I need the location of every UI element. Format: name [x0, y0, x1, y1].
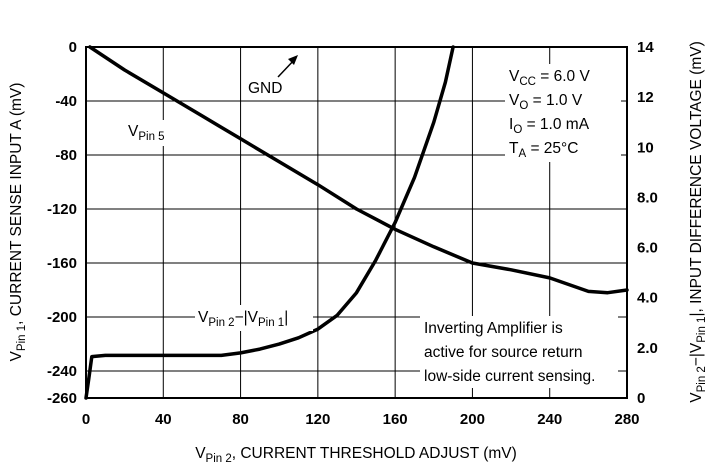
plot-frame [85, 46, 628, 399]
series-label-difference: VPin 2−|VPin 1| [198, 309, 288, 329]
series-label-vpin5: VPin 5 [128, 123, 165, 143]
condition-vo: VO = 1.0 V [509, 92, 583, 112]
condition-ta: TA = 25°C [509, 140, 578, 160]
note-line: Inverting Amplifier is [424, 320, 563, 337]
y-right-tick-label: 4.0 [637, 290, 658, 307]
difference-label-bg [195, 305, 313, 331]
x-tick-label: 280 [614, 411, 639, 428]
y-right-tick-label: 0 [637, 390, 645, 407]
note-line: low-side current sensing. [424, 368, 595, 385]
test-conditions: VCC = 6.0 V VO = 1.0 V IO = 1.0 mA TA = … [509, 68, 590, 160]
y-right-tick-label: 8.0 [637, 189, 658, 206]
note: Inverting Amplifier is active for source… [424, 320, 595, 385]
y-axis-left-label: VPin 1, CURRENT SENSE INPUT A (mV) [8, 83, 28, 362]
y-left-tick-label: -160 [47, 255, 77, 272]
vpin5-label-bg [125, 120, 205, 146]
y-left-tick-label: -240 [47, 363, 77, 380]
plot-curves [84, 45, 629, 400]
note-bg [420, 316, 618, 388]
gnd-label-bg [245, 78, 287, 98]
y-left-tick-label: -80 [55, 147, 77, 164]
condition-vcc: VCC = 6.0 V [509, 68, 590, 88]
left-y-tick-labels: 0 -40 -80 -120 -160 -200 -240 -260 [47, 39, 77, 407]
annotation-backgrounds [125, 64, 621, 388]
y-left-tick-label: -120 [47, 201, 77, 218]
y-left-tick-label: -40 [55, 93, 77, 110]
condition-io: IO = 1.0 mA [509, 116, 590, 136]
right-y-tick-labels: 14 12 10 8.0 6.0 4.0 2.0 0 [637, 39, 658, 407]
x-tick-label: 80 [232, 411, 249, 428]
series-line-vpin5 [88, 45, 629, 295]
series-line-difference [84, 45, 455, 400]
x-tick-label: 120 [305, 411, 330, 428]
note-line: active for source return [424, 344, 583, 361]
y-right-tick-label: 12 [637, 89, 654, 106]
y-left-tick-label: -200 [47, 309, 77, 326]
y-right-tick-label: 6.0 [637, 240, 658, 257]
y-left-tick-label: 0 [69, 39, 77, 56]
x-tick-label: 160 [383, 411, 408, 428]
y-right-tick-label: 10 [637, 139, 654, 156]
x-axis-label: VPin 2, CURRENT THRESHOLD ADJUST (mV) [195, 445, 517, 465]
conditions-bg [505, 64, 621, 162]
gnd-arrowhead-icon [288, 55, 298, 65]
x-tick-label: 0 [82, 411, 90, 428]
y-right-tick-label: 2.0 [637, 340, 658, 357]
x-tick-label: 240 [537, 411, 562, 428]
x-tick-label: 40 [155, 411, 172, 428]
x-tick-label: 200 [460, 411, 485, 428]
y-axis-right-label: VPin 2−|VPin 1|, INPUT DIFFERENCE VOLTAG… [688, 41, 708, 403]
gnd-label: GND [248, 80, 282, 97]
y-right-tick-label: 14 [637, 39, 654, 56]
x-tick-labels: 0 40 80 120 160 200 240 280 [82, 411, 640, 428]
y-left-tick-label: -260 [47, 390, 77, 407]
